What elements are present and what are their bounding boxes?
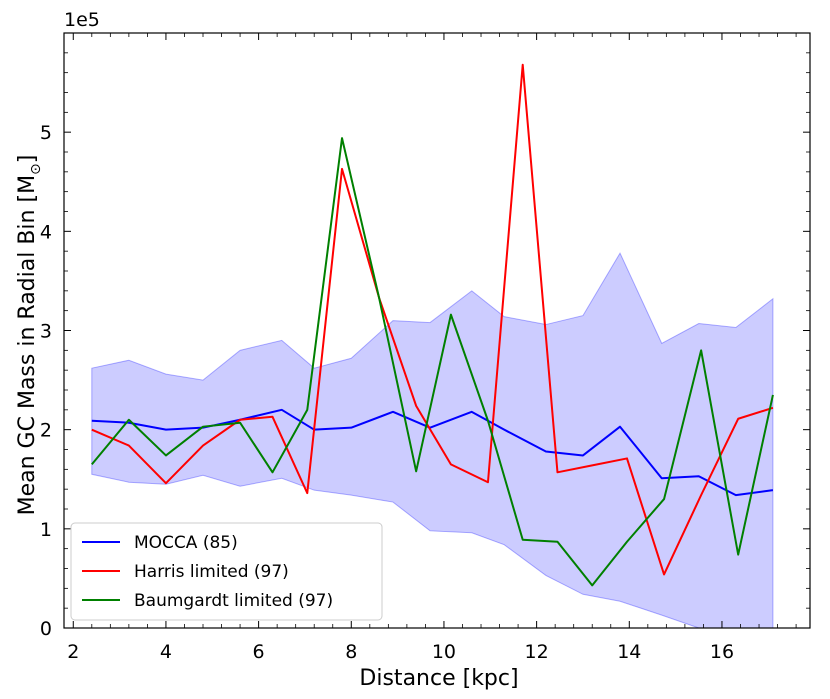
x-tick-label: 14 xyxy=(617,641,641,663)
y-axis-label-suffix: ] xyxy=(15,155,40,164)
legend-box xyxy=(70,522,383,621)
axis-offset-label: 1e5 xyxy=(64,9,100,31)
y-axis-label-main: Mean GC Mass in Radial Bin [M xyxy=(15,175,40,515)
series-line-baumgardt xyxy=(91,137,774,587)
y-axis-label-symbol: ⊙ xyxy=(28,163,44,175)
y-tick-label: 2 xyxy=(40,420,52,442)
y-axis-ticks: 0 1 2 3 4 5 xyxy=(40,122,810,640)
y-tick-label: 1 xyxy=(40,519,52,541)
x-tick-label: 16 xyxy=(710,641,734,663)
y-axis-label: Mean GC Mass in Radial Bin [M⊙] xyxy=(15,155,44,516)
series-layer xyxy=(91,63,774,587)
y-tick-label: 0 xyxy=(40,618,52,640)
x-tick-label: 10 xyxy=(432,641,456,663)
minor-tick-layer xyxy=(64,33,810,628)
x-axis-label: Distance [kpc] xyxy=(359,666,518,691)
x-tick-label: 8 xyxy=(345,641,357,663)
y-tick-label: 4 xyxy=(40,221,52,243)
x-tick-label: 4 xyxy=(160,641,172,663)
x-tick-label: 6 xyxy=(253,641,265,663)
y-tick-label: 5 xyxy=(40,122,52,144)
y-tick-label: 3 xyxy=(40,321,52,343)
legend-label-mocca: MOCCA (85) xyxy=(134,533,238,553)
series-line-harris xyxy=(91,63,774,576)
x-tick-label: 12 xyxy=(525,641,549,663)
legend: MOCCA (85) Harris limited (97) Baumgardt… xyxy=(70,522,383,621)
x-axis-ticks: 2 4 6 8 10 12 14 16 xyxy=(67,33,734,663)
legend-label-baumgardt: Baumgardt limited (97) xyxy=(134,591,333,611)
legend-label-harris: Harris limited (97) xyxy=(134,562,289,582)
x-tick-label: 2 xyxy=(67,641,79,663)
